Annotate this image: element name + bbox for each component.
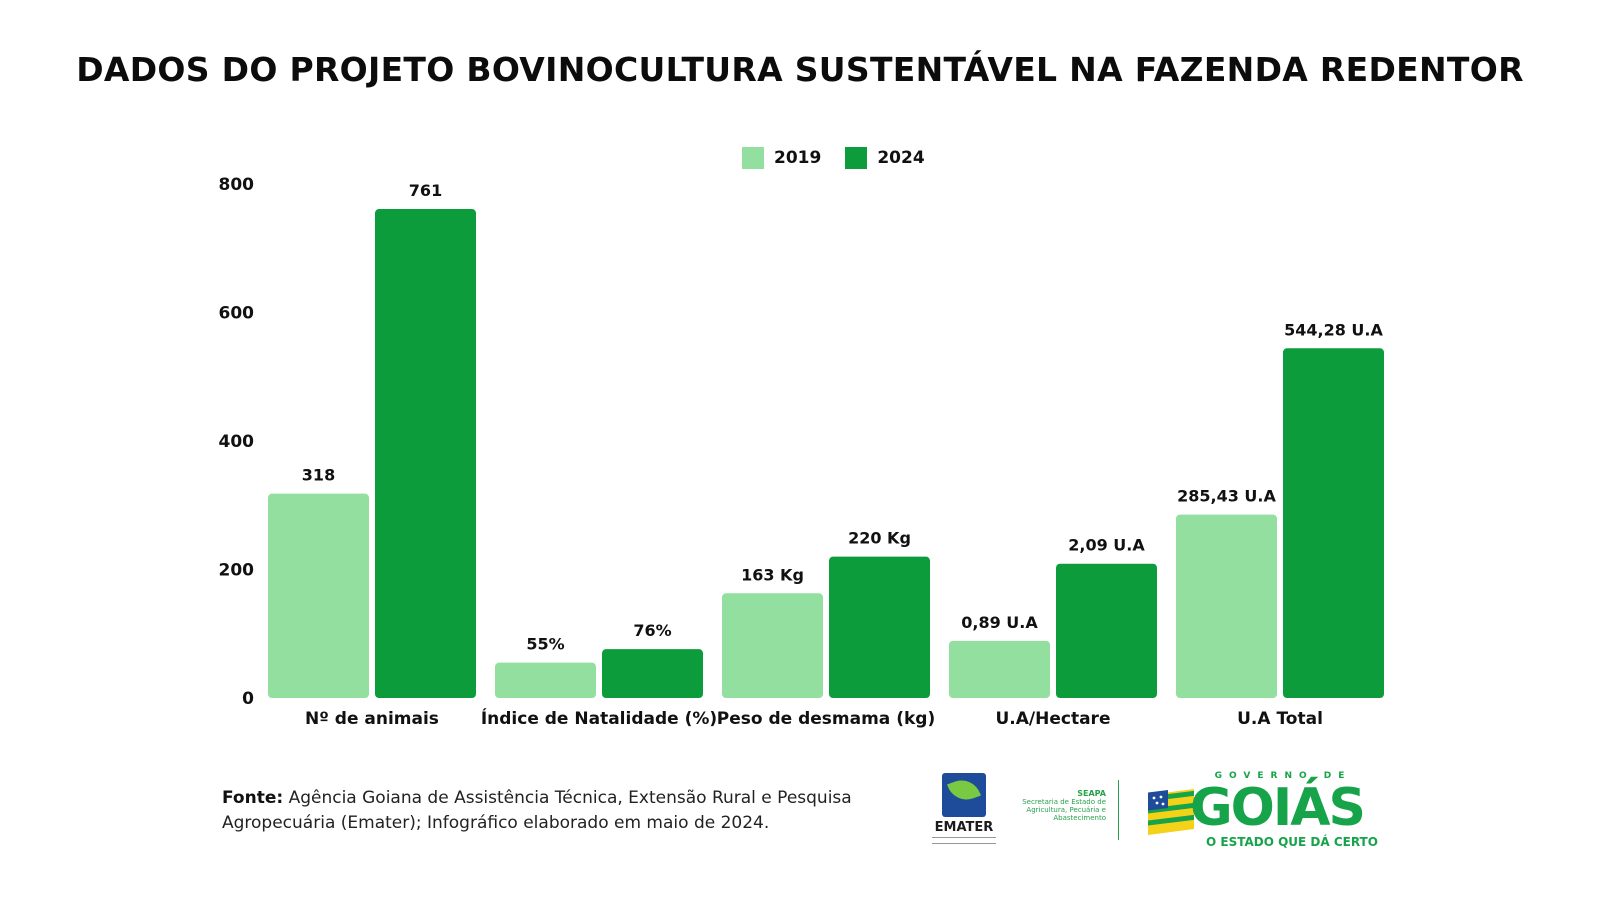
data-label: 220 Kg bbox=[848, 529, 911, 548]
x-category-label: Índice de Natalidade (%) bbox=[481, 707, 717, 729]
data-label: 761 bbox=[409, 181, 442, 200]
legend-label-2019: 2019 bbox=[774, 148, 822, 168]
y-tick-label: 800 bbox=[219, 175, 255, 195]
legend-item-2019: 2019 bbox=[742, 147, 821, 169]
emater-subline bbox=[932, 837, 996, 844]
goias-gov-label: GOVERNO DE bbox=[1214, 771, 1352, 781]
x-category-label: U.A Total bbox=[1237, 709, 1323, 729]
legend-label-2024: 2024 bbox=[877, 148, 925, 168]
data-label: 55% bbox=[526, 635, 564, 654]
x-category-label: Nº de animais bbox=[305, 709, 439, 729]
bar-2024 bbox=[829, 556, 930, 698]
source-text: Agência Goiana de Assistência Técnica, E… bbox=[222, 788, 852, 833]
logos-area: EMATER SEAPA Secretaria de Estado de Agr… bbox=[930, 770, 1380, 850]
bar-2019 bbox=[949, 640, 1050, 698]
goias-name: GOIÁS bbox=[1190, 778, 1366, 838]
data-label: 285,43 U.A bbox=[1177, 487, 1276, 506]
data-label: 76% bbox=[633, 621, 671, 640]
bar-2024 bbox=[1056, 563, 1157, 698]
emater-label: EMATER bbox=[934, 820, 994, 835]
bar-chart: 0 200 400 600 800 318 761 Nº de animais 55% 76% Ín… bbox=[219, 175, 1384, 729]
y-tick-label: 400 bbox=[219, 432, 255, 452]
y-tick-label: 200 bbox=[219, 561, 255, 581]
goias-flag-icon bbox=[1148, 789, 1194, 835]
chart-title: DADOS DO PROJETO BOVINOCULTURA SUSTENTÁV… bbox=[76, 50, 1524, 89]
x-category-label: U.A/Hectare bbox=[996, 709, 1111, 729]
bar-2024 bbox=[375, 209, 476, 698]
x-category-label: Peso de desmama (kg) bbox=[717, 709, 935, 729]
data-label: 2,09 U.A bbox=[1068, 536, 1145, 555]
y-tick-label: 600 bbox=[219, 304, 255, 324]
seapa-title: SEAPA bbox=[1077, 789, 1106, 798]
source-prefix: Fonte: bbox=[222, 788, 284, 808]
leaf-icon bbox=[947, 774, 981, 806]
bar-2019 bbox=[1176, 514, 1277, 698]
emater-logo bbox=[942, 773, 986, 817]
goias-tagline: O ESTADO QUE DÁ CERTO bbox=[1206, 835, 1378, 849]
legend-swatch-2019 bbox=[742, 147, 764, 169]
bar-2024 bbox=[1283, 348, 1384, 698]
bar-2019 bbox=[495, 662, 596, 698]
logo-divider bbox=[1118, 780, 1119, 840]
seapa-text: Secretaria de Estado de Agricultura, Pec… bbox=[1022, 798, 1106, 822]
data-label: 163 Kg bbox=[741, 565, 804, 584]
bar-2019 bbox=[722, 593, 823, 698]
seapa-logo: SEAPA Secretaria de Estado de Agricultur… bbox=[1022, 789, 1106, 823]
legend-swatch-2024 bbox=[845, 147, 868, 169]
data-label: 544,28 U.A bbox=[1284, 320, 1383, 339]
bar-2024 bbox=[602, 649, 703, 698]
data-label: 0,89 U.A bbox=[961, 613, 1038, 632]
legend-item-2024: 2024 bbox=[845, 147, 925, 169]
data-label: 318 bbox=[302, 466, 335, 485]
y-tick-label: 0 bbox=[242, 689, 254, 709]
source-note: Fonte: Agência Goiana de Assistência Téc… bbox=[222, 786, 862, 836]
bar-2019 bbox=[268, 493, 369, 698]
chart-legend: 2019 2024 bbox=[742, 147, 925, 169]
